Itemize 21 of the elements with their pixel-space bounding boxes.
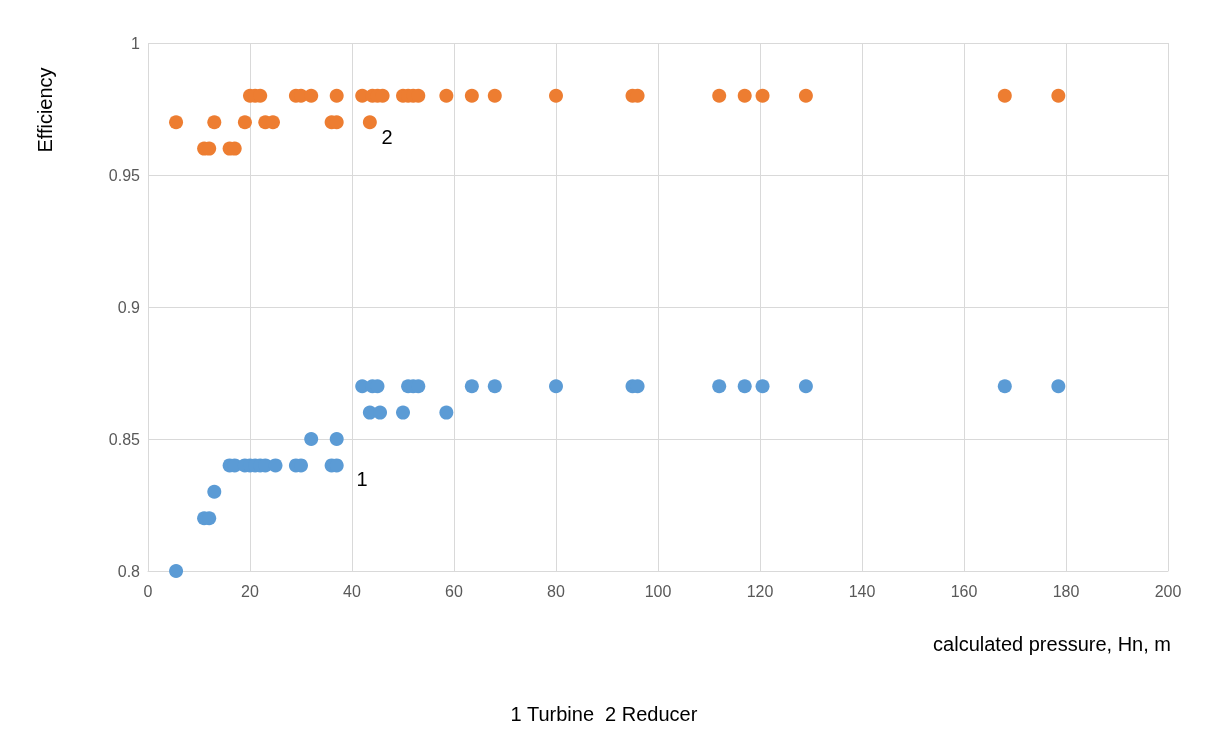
- annotation: 2: [381, 126, 393, 148]
- x-tick-label: 60: [445, 582, 463, 600]
- x-tick-label: 100: [644, 582, 672, 600]
- x-axis-title: calculated pressure, Hn, m: [933, 633, 1172, 655]
- y-tick-label: 0.9: [117, 298, 141, 316]
- y-tick-label: 0.8: [117, 562, 141, 580]
- x-tick-label: 140: [848, 582, 876, 600]
- y-tick-label: 0.95: [108, 166, 141, 184]
- x-tick-label: 160: [950, 582, 978, 600]
- x-tick-label: 20: [241, 582, 259, 600]
- text: 1 Turbine 2 Reducer: [510, 703, 698, 725]
- x-tick-label: 180: [1052, 582, 1080, 600]
- annotation: 1: [356, 468, 368, 490]
- x-tick-label: 200: [1154, 582, 1182, 600]
- y-tick-label: 1: [131, 34, 141, 52]
- x-tick-label: 0: [143, 582, 153, 600]
- y-tick-label: 0.85: [108, 430, 141, 448]
- x-tick-label: 40: [343, 582, 361, 600]
- y-axis-title: Efficiency: [34, 67, 56, 153]
- x-tick-label: 80: [547, 582, 565, 600]
- x-tick-label: 120: [746, 582, 774, 600]
